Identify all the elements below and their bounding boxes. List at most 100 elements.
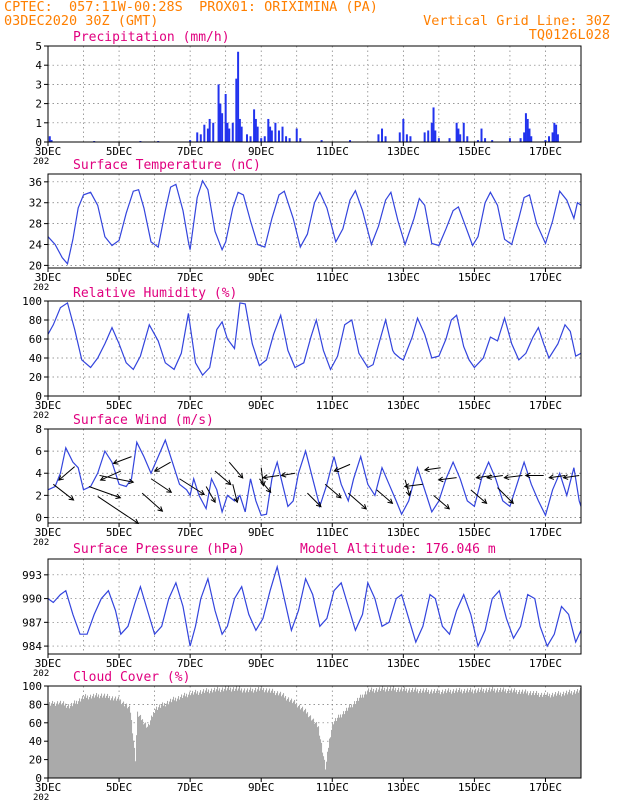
wind-arrow (232, 484, 238, 503)
cloud-bar (254, 690, 256, 778)
x-tick-label: 13DEC (387, 657, 420, 670)
wind-arrow-head (262, 474, 269, 480)
cloud-bar (492, 686, 494, 778)
cloud-bar (61, 705, 63, 778)
x-tick-label: 5DEC (106, 526, 133, 539)
cloud-bar (77, 704, 79, 778)
cloud-bar (264, 692, 266, 778)
cloud-bar (523, 693, 525, 778)
cloud-bar (92, 696, 94, 778)
cloud-bar (444, 691, 446, 778)
precip-bar (519, 138, 522, 142)
cloud-bar (394, 690, 396, 778)
cloud-bar (90, 694, 92, 778)
cloud-bar (415, 687, 417, 778)
cloud-bar (148, 723, 150, 778)
cloud-bar (506, 693, 508, 778)
cloud-bar (510, 690, 512, 778)
wind-arrow-head (157, 506, 164, 512)
wind-arrow (376, 489, 393, 504)
cloud-bar (54, 702, 56, 778)
precip-bar (437, 138, 440, 142)
wind-arrow-head (225, 479, 232, 486)
precip-bar (189, 140, 192, 142)
x-tick-label: 17DEC (529, 781, 562, 794)
cloud-bar (192, 690, 194, 778)
y-tick-label: 40 (29, 735, 42, 748)
cloud-bar (84, 696, 86, 778)
precip-bar (219, 103, 222, 142)
cloud-bar (233, 687, 235, 778)
wind-arrow (53, 483, 74, 501)
y-tick-label: 36 (29, 176, 42, 189)
cloud-bar (275, 695, 277, 778)
cloud-bar (330, 737, 332, 778)
panel-title: Surface Wind (m/s) (73, 413, 214, 428)
cloud-bar (340, 714, 342, 778)
cloud-bar (116, 700, 118, 778)
cloud-bar (185, 696, 187, 778)
cloud-bar (133, 740, 135, 778)
cloud-bar (551, 695, 553, 778)
wind-arrow-head (265, 487, 272, 494)
cloud-bar (463, 691, 465, 778)
wind-arrow-head (68, 495, 75, 501)
cloud-bar (81, 698, 83, 778)
wind-arrow (141, 492, 163, 512)
precip-bar (349, 140, 352, 142)
cloud-bar (423, 688, 425, 778)
cloud-bar (151, 715, 153, 778)
cloud-bar (386, 689, 388, 778)
cloud-bar (434, 689, 436, 778)
cloud-bar (181, 694, 183, 778)
cloud-bar (57, 701, 59, 778)
wind-arrow-head (481, 498, 488, 505)
cloud-bar (182, 697, 184, 778)
cloud-bar (212, 692, 214, 778)
cloud-bar (355, 704, 357, 778)
cloud-bar (199, 692, 201, 778)
cloud-bar (272, 688, 274, 778)
cloud-bar (306, 713, 308, 778)
y-tick-label: 2 (35, 98, 42, 111)
cloud-bar (238, 688, 240, 778)
cloud-bar (511, 688, 513, 778)
cloud-bar (383, 690, 385, 778)
cloud-bar (364, 694, 366, 778)
cloud-bar (170, 698, 172, 778)
y-tick-label: 32 (29, 197, 42, 210)
precip-bar (551, 132, 554, 142)
y-tick-label: 60 (29, 717, 42, 730)
header-run-id: TQ0126L028 (528, 27, 610, 43)
precip-bar (48, 136, 51, 142)
y-tick-label: 4 (35, 59, 42, 72)
cloud-bar (413, 691, 415, 778)
cloud-bar (500, 687, 502, 778)
cloud-bar (346, 707, 348, 778)
cloud-bar (141, 720, 143, 778)
cloud-bar (316, 721, 318, 778)
cloud-bar (404, 686, 406, 778)
cloud-bar (127, 708, 129, 778)
x-tick-label: 9DEC (248, 526, 275, 539)
cloud-bar (328, 747, 330, 778)
cloud-bar (51, 703, 53, 778)
wind-arrow-head (333, 466, 340, 473)
cloud-bar (237, 690, 239, 778)
wind-arrow (497, 487, 514, 504)
cloud-bar (145, 722, 147, 778)
cloud-bar (578, 692, 580, 778)
x-tick-label: 15DEC (458, 657, 491, 670)
precip-bar (295, 128, 298, 142)
cloud-bar (389, 688, 391, 778)
cloud-bar (485, 690, 487, 778)
cloud-bar (570, 693, 572, 778)
wind-arrow (100, 470, 122, 481)
cloud-bar (314, 723, 316, 778)
cloud-bar (96, 692, 98, 778)
x-tick-label: 5DEC (106, 781, 133, 794)
cloud-bar (556, 695, 558, 778)
cloud-bar (235, 688, 237, 778)
cloud-bar (87, 695, 89, 778)
cloud-bar (159, 704, 161, 778)
